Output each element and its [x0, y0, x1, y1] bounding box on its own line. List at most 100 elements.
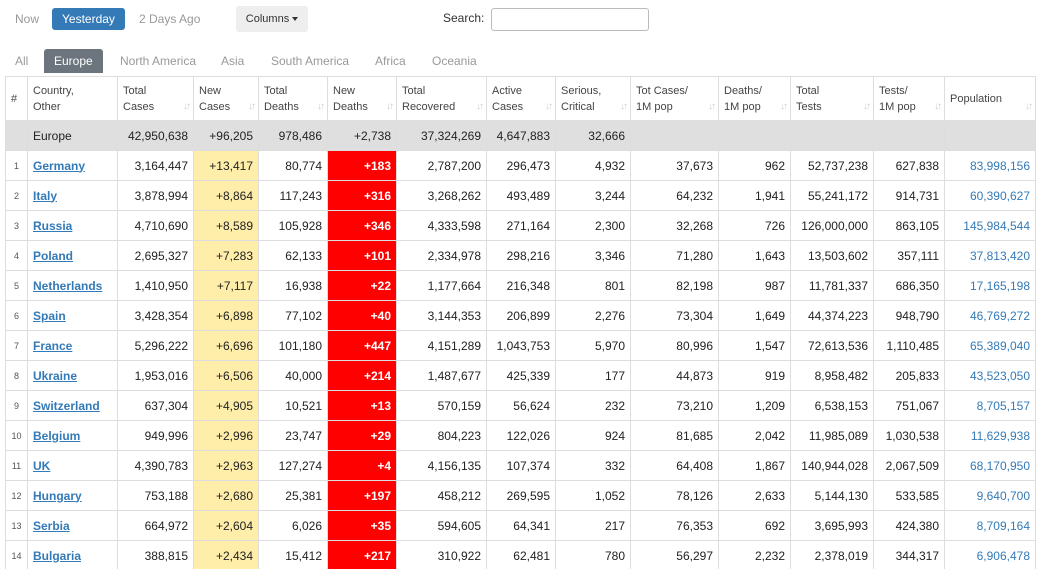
value-cell: 2,276 [555, 300, 631, 331]
value-cell: +101 [327, 240, 397, 271]
country-link[interactable]: Ukraine [33, 368, 78, 383]
value-cell: 44,873 [630, 360, 719, 391]
value-cell: 4,710,690 [117, 210, 194, 241]
country-link[interactable]: Belgium [33, 428, 81, 443]
value-cell: 1,547 [718, 330, 791, 361]
value-cell: 6,906,478 [944, 540, 1036, 569]
search-input[interactable] [491, 8, 649, 31]
time-tab[interactable]: Now [15, 12, 40, 26]
country-cell: Serbia [27, 510, 118, 541]
country-row: 14 Bulgaria 388,815 +2,434 15,412 +217 310,922… [5, 540, 1036, 569]
value-cell: +8,864 [193, 180, 259, 211]
country-link[interactable]: Poland [33, 248, 74, 263]
country-link[interactable]: UK [33, 458, 51, 473]
columns-button[interactable]: Columns [236, 6, 308, 32]
country-link[interactable]: Bulgaria [33, 548, 82, 563]
value-cell: 3,144,353 [396, 300, 487, 331]
total-cell [5, 120, 28, 151]
value-cell: 594,605 [396, 510, 487, 541]
value-cell: 17,165,198 [944, 270, 1036, 301]
region-tab[interactable]: North America [120, 54, 197, 68]
value-cell: 101,180 [258, 330, 328, 361]
value-cell: 3,346 [555, 240, 631, 271]
region-tab[interactable]: Oceania [432, 54, 477, 68]
column-header[interactable]: Total Tests [790, 76, 874, 121]
region-tab[interactable]: Asia [221, 54, 245, 68]
header-text: Country, [33, 84, 74, 97]
column-header[interactable]: Active Cases [486, 76, 556, 121]
country-link[interactable]: Serbia [33, 518, 70, 533]
country-link[interactable]: Switzerland [33, 398, 100, 413]
column-header[interactable]: Total Cases [117, 76, 194, 121]
country-cell: Spain [27, 300, 118, 331]
country-row: 10 Belgium 949,996 +2,996 23,747 +29 804,223 12… [5, 420, 1036, 451]
column-header[interactable]: Deaths/1M pop [718, 76, 791, 121]
value-cell: 127,274 [258, 450, 328, 481]
value-cell: 8,709,164 [944, 510, 1036, 541]
column-header[interactable]: Serious, Critical [555, 76, 631, 121]
value-cell: 296,473 [486, 150, 556, 181]
value-cell: 78,126 [630, 480, 719, 511]
rank-cell: 1 [5, 150, 28, 181]
header-text: Cases [123, 100, 155, 113]
column-header[interactable]: Tests/1M pop [873, 76, 945, 121]
value-cell: 1,953,016 [117, 360, 194, 391]
value-cell: 1,052 [555, 480, 631, 511]
value-cell: 43,523,050 [944, 360, 1036, 391]
country-link[interactable]: Russia [33, 218, 73, 233]
region-tab[interactable]: All [15, 54, 29, 68]
header-text: 1M pop [879, 100, 916, 113]
value-cell: 627,838 [873, 150, 945, 181]
value-cell: 458,212 [396, 480, 487, 511]
rank-cell: 6 [5, 300, 28, 331]
total-cell [944, 120, 1036, 151]
value-cell: 1,941 [718, 180, 791, 211]
column-header[interactable]: Total Recovered [396, 76, 487, 121]
column-header[interactable]: Country, Other [27, 76, 118, 121]
column-header[interactable]: Population [944, 76, 1036, 121]
value-cell: 73,304 [630, 300, 719, 331]
country-link[interactable]: Italy [33, 188, 58, 203]
value-cell: 105,928 [258, 210, 328, 241]
value-cell: 52,737,238 [790, 150, 874, 181]
value-cell: +13,417 [193, 150, 259, 181]
column-header[interactable]: New Deaths [327, 76, 397, 121]
column-header[interactable]: New Cases [193, 76, 259, 121]
time-tab[interactable]: Yesterday [52, 8, 125, 30]
value-cell: 37,813,420 [944, 240, 1036, 271]
region-tab[interactable]: Africa [375, 54, 406, 68]
value-cell: 140,944,028 [790, 450, 874, 481]
column-header[interactable]: Total Deaths [258, 76, 328, 121]
header-text: 1M pop [724, 100, 761, 113]
country-cell: Netherlands [27, 270, 118, 301]
value-cell: 216,348 [486, 270, 556, 301]
value-cell: 117,243 [258, 180, 328, 211]
country-cell: UK [27, 450, 118, 481]
country-link[interactable]: France [33, 338, 73, 353]
column-header[interactable]: Tot Cases/1M pop [630, 76, 719, 121]
country-link[interactable]: Germany [33, 158, 86, 173]
value-cell: 493,489 [486, 180, 556, 211]
value-cell: 107,374 [486, 450, 556, 481]
value-cell: 6,026 [258, 510, 328, 541]
rank-cell: 8 [5, 360, 28, 391]
value-cell: 425,339 [486, 360, 556, 391]
country-link[interactable]: Spain [33, 308, 66, 323]
value-cell: 269,595 [486, 480, 556, 511]
country-link[interactable]: Netherlands [33, 278, 103, 293]
header-text: Active [492, 84, 522, 97]
country-link[interactable]: Hungary [33, 488, 82, 503]
country-row: 12 Hungary 753,188 +2,680 25,381 +197 458,212 2… [5, 480, 1036, 511]
value-cell: +2,996 [193, 420, 259, 451]
region-tab[interactable]: South America [271, 54, 350, 68]
header-text: Tests/ [879, 84, 908, 97]
country-row: 11 UK 4,390,783 +2,963 127,274 +4 4,156,135 107… [5, 450, 1036, 481]
rank-cell: 11 [5, 450, 28, 481]
value-cell: 177 [555, 360, 631, 391]
value-cell: 533,585 [873, 480, 945, 511]
header-text: New [333, 84, 356, 97]
region-tab[interactable]: Europe [44, 49, 103, 73]
column-header[interactable]: # [5, 76, 28, 121]
time-tab[interactable]: 2 Days Ago [139, 12, 201, 26]
country-row: 9 Switzerland 637,304 +4,905 10,521 +13 570,15… [5, 390, 1036, 421]
